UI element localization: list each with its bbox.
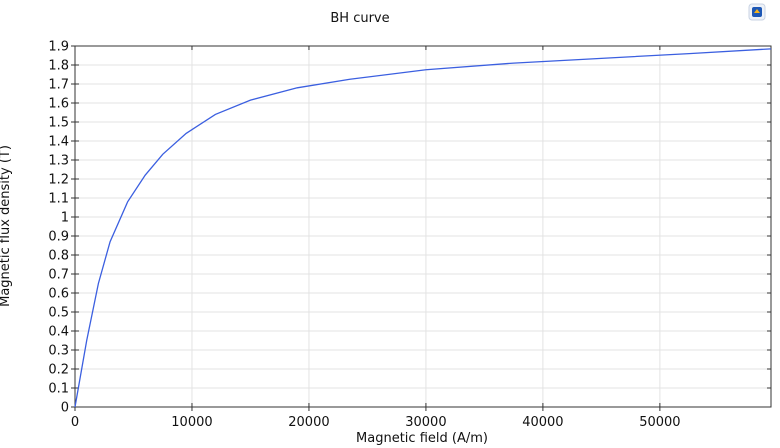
y-tick-label: 1.2	[48, 173, 69, 188]
y-tick-label: 1.4	[48, 135, 69, 150]
y-tick-labels: 0 0.1 0.2 0.3 0.4 0.5 0.6 0.7 0.8 0.9 1 1.1 1.2 1.3 1.…	[48, 40, 69, 416]
grid-lines	[75, 46, 771, 407]
y-tick-label: 0.4	[48, 325, 69, 340]
y-tick-label: 0.7	[48, 268, 69, 283]
y-tick-label: 1.9	[48, 40, 69, 55]
x-tick-label: 40000	[522, 415, 563, 430]
x-tick-label: 10000	[171, 415, 212, 430]
y-tick-label: 1.6	[48, 97, 69, 112]
chart-title: BH curve	[330, 11, 389, 26]
y-tick-label: 1.7	[48, 78, 69, 93]
plot-frame	[74, 45, 772, 408]
x-tick-label: 20000	[288, 415, 329, 430]
y-tick-label: 0.1	[48, 382, 69, 397]
y-tick-label: 0.6	[48, 287, 69, 302]
y-tick-label: 0.9	[48, 230, 69, 245]
y-tick-label: 0	[61, 401, 69, 416]
x-tick-labels: 0 10000 20000 30000 40000 50000	[71, 415, 681, 430]
y-tick-label: 1.3	[48, 154, 69, 169]
y-tick-label: 1.1	[48, 192, 69, 207]
x-tick-label: 30000	[405, 415, 446, 430]
y-tick-label: 0.8	[48, 249, 69, 264]
y-tick-label: 0.3	[48, 344, 69, 359]
comsol-logo-icon[interactable]	[748, 3, 766, 21]
x-axis-title: Magnetic field (A/m)	[356, 431, 488, 446]
y-tick-label: 0.2	[48, 363, 69, 378]
y-tick-label: 1.8	[48, 59, 69, 74]
y-axis-title: Magnetic flux density (T)	[0, 145, 13, 307]
x-tick-label: 50000	[639, 415, 680, 430]
y-tick-label: 1	[61, 211, 69, 226]
x-tick-label: 0	[71, 415, 79, 430]
y-tick-label: 1.5	[48, 116, 69, 131]
y-tick-label: 0.5	[48, 306, 69, 321]
bh-curve-line	[74, 48, 772, 408]
axis-ticks	[71, 45, 771, 411]
